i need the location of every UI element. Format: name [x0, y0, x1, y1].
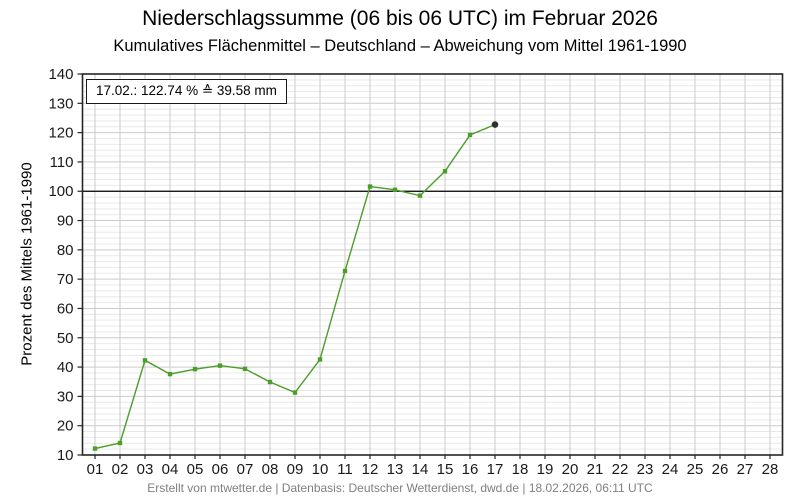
svg-text:06: 06 — [212, 461, 229, 478]
svg-text:22: 22 — [612, 461, 629, 478]
svg-text:16: 16 — [462, 461, 479, 478]
svg-text:18: 18 — [512, 461, 529, 478]
svg-text:13: 13 — [387, 461, 404, 478]
svg-text:24: 24 — [662, 461, 679, 478]
svg-text:40: 40 — [57, 359, 74, 376]
annotation-text: 17.02.: 122.74 % ≙ 39.58 mm — [96, 83, 277, 98]
svg-text:120: 120 — [48, 125, 73, 142]
svg-text:05: 05 — [187, 461, 204, 478]
svg-text:130: 130 — [48, 95, 73, 112]
svg-text:70: 70 — [57, 271, 74, 288]
svg-text:140: 140 — [48, 66, 73, 83]
chart-title: Niederschlagssumme (06 bis 06 UTC) im Fe… — [142, 7, 658, 30]
svg-text:80: 80 — [57, 242, 74, 259]
svg-text:25: 25 — [687, 461, 704, 478]
svg-text:23: 23 — [637, 461, 654, 478]
svg-text:08: 08 — [262, 461, 279, 478]
svg-text:11: 11 — [337, 461, 353, 478]
svg-text:17: 17 — [487, 461, 504, 478]
svg-text:09: 09 — [287, 461, 304, 478]
svg-text:21: 21 — [587, 461, 604, 478]
svg-text:90: 90 — [57, 213, 74, 230]
svg-text:20: 20 — [562, 461, 579, 478]
svg-text:20: 20 — [57, 418, 74, 435]
footer-credit: Erstellt von mtwetter.de | Datenbasis: D… — [147, 481, 653, 495]
svg-text:15: 15 — [437, 461, 454, 478]
y-axis-label: Prozent des Mittels 1961-1990 — [18, 162, 36, 366]
svg-text:60: 60 — [57, 300, 74, 317]
annotation-box: 17.02.: 122.74 % ≙ 39.58 mm — [86, 79, 287, 104]
svg-text:27: 27 — [737, 461, 754, 478]
svg-text:01: 01 — [87, 461, 104, 478]
svg-text:12: 12 — [362, 461, 379, 478]
svg-text:04: 04 — [162, 461, 179, 478]
svg-text:14: 14 — [412, 461, 429, 478]
svg-text:110: 110 — [50, 154, 74, 171]
svg-text:03: 03 — [137, 461, 154, 478]
svg-text:50: 50 — [57, 330, 74, 347]
svg-text:02: 02 — [112, 461, 129, 478]
chart-subtitle: Kumulatives Flächenmittel – Deutschland … — [113, 37, 687, 55]
svg-text:10: 10 — [57, 447, 74, 464]
svg-text:26: 26 — [712, 461, 729, 478]
svg-text:30: 30 — [57, 388, 74, 405]
svg-text:100: 100 — [48, 183, 73, 200]
svg-text:19: 19 — [537, 461, 554, 478]
svg-text:28: 28 — [762, 461, 779, 478]
svg-text:07: 07 — [237, 461, 254, 478]
svg-text:10: 10 — [312, 461, 329, 478]
